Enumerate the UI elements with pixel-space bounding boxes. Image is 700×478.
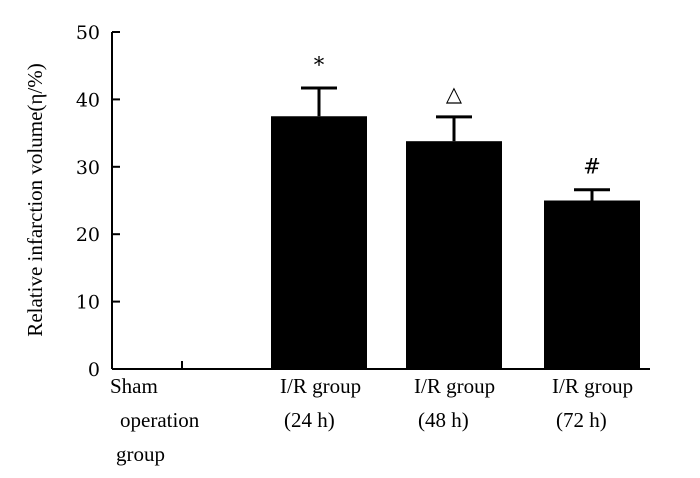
category-label: (48 h) [418,408,469,432]
significance-label: △ [446,82,463,106]
category-label: (72 h) [556,408,607,432]
y-tick-label: 10 [76,292,100,314]
y-tick-label: 40 [76,89,100,111]
significance-label: # [583,155,601,179]
y-axis-title: Relative infarction volume(η/%) [23,63,47,336]
category-label: (24 h) [284,408,335,432]
y-tick-label: 30 [76,157,100,179]
category-label: group [116,442,165,466]
y-axis: 0 10 20 30 40 50 [76,22,650,381]
x-axis-labels: Sham operation group I/R group (24 h) I/R gro… [110,374,633,466]
category-label: I/R group [280,374,361,398]
significance-label: * [314,53,325,77]
bar [544,200,640,369]
bar [271,116,367,369]
category-label: I/R group [414,374,495,398]
category-label: operation [120,408,200,432]
category-label: Sham [110,374,158,398]
y-tick-label: 50 [76,22,100,44]
y-tick-label: 0 [88,359,100,381]
category-label: I/R group [552,374,633,398]
bar [406,141,502,369]
y-tick-label: 20 [76,224,100,246]
bars: * △ # [271,53,640,369]
